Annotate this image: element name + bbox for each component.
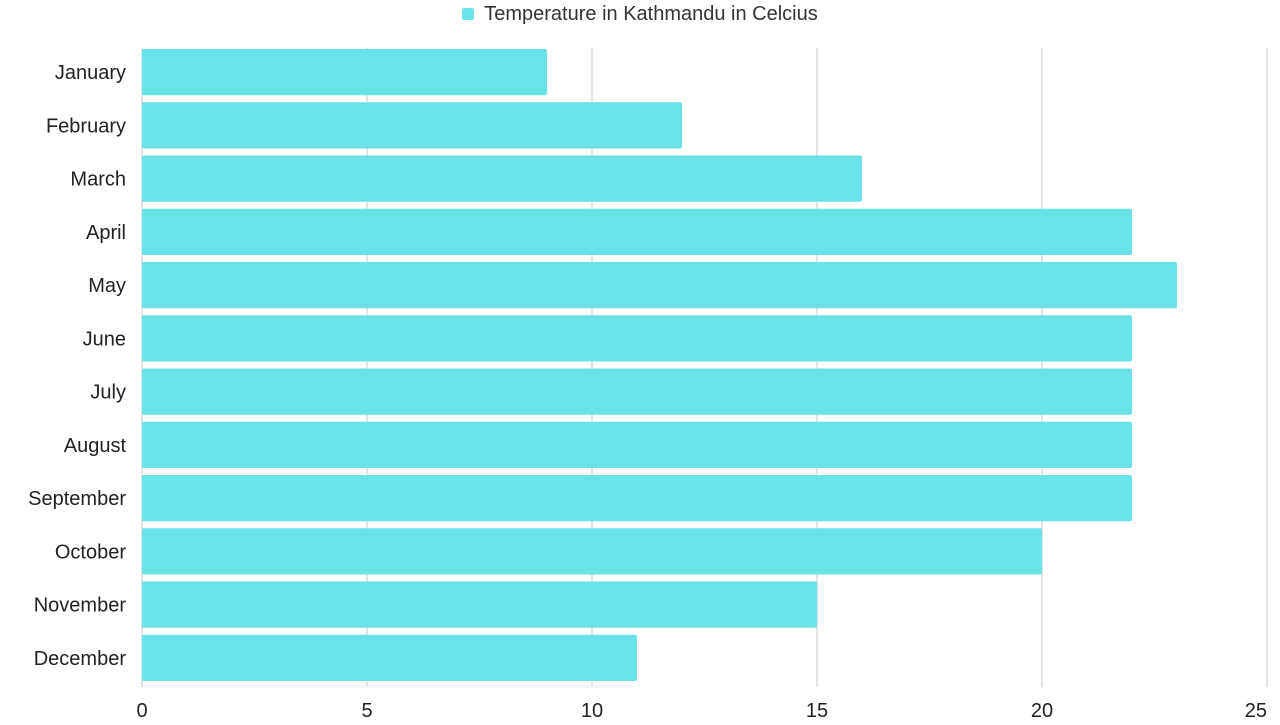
bar-november (142, 581, 817, 628)
legend-swatch (462, 8, 475, 20)
bar-december (142, 634, 637, 681)
x-tick-label-15: 15 (806, 700, 828, 720)
bar-september (142, 475, 1132, 522)
bar-january (142, 49, 547, 96)
x-tick-label-20: 20 (1031, 700, 1053, 720)
category-label-february: February (46, 115, 126, 137)
category-label-march: March (70, 169, 126, 191)
x-tick-label-10: 10 (581, 700, 603, 720)
bar-february (142, 102, 682, 149)
bar-august (142, 421, 1132, 468)
bar-may (142, 262, 1177, 309)
category-label-december: December (34, 648, 127, 670)
category-label-january: January (55, 62, 126, 84)
label-layer: 0 5 10 15 20 25 January February March April May Ju… (28, 62, 1267, 722)
category-label-april: April (86, 222, 126, 244)
grid-layer (141, 48, 1268, 687)
bar-june (142, 315, 1132, 362)
category-label-june: June (83, 328, 126, 350)
category-label-october: October (55, 541, 126, 563)
x-tick-label-5: 5 (361, 700, 372, 720)
x-tick-label-0: 0 (136, 700, 147, 720)
x-tick-label-25: 25 (1245, 700, 1267, 720)
bar-april (142, 208, 1132, 255)
category-label-august: August (64, 435, 127, 457)
bar-july (142, 368, 1132, 415)
bar-layer (142, 49, 1177, 681)
category-label-november: November (34, 595, 127, 617)
category-label-may: May (88, 275, 126, 297)
category-label-september: September (28, 488, 126, 510)
legend: Temperature in Kathmandu in Celcius (0, 2, 1280, 26)
bar-october (142, 528, 1042, 575)
bar-march (142, 155, 862, 202)
legend-label: Temperature in Kathmandu in Celcius (484, 2, 818, 25)
category-label-july: July (90, 382, 126, 404)
